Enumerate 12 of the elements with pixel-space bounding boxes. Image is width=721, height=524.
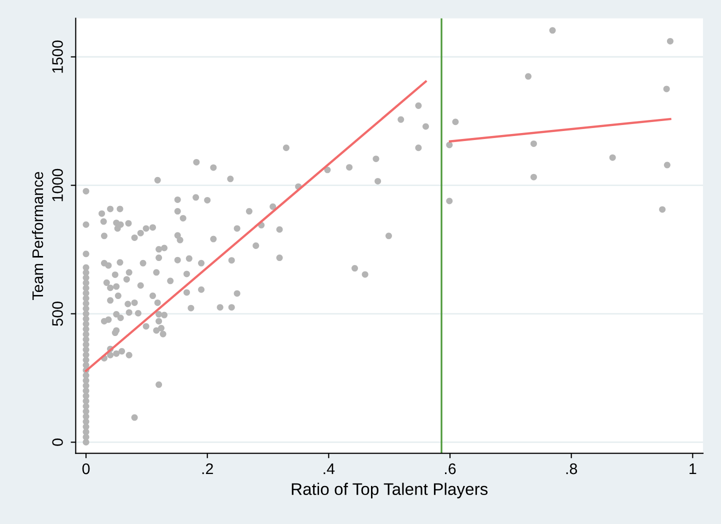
x-tick-label: .4 xyxy=(324,464,335,474)
x-axis-title: Ratio of Top Talent Players xyxy=(292,482,488,498)
x-tick-label: .8 xyxy=(566,463,578,474)
y-tick-label: 1000 xyxy=(52,168,63,202)
x-tick-label: 1 xyxy=(690,464,696,474)
y-axis-title: Team Performance xyxy=(32,172,44,300)
x-tick-label: .2 xyxy=(202,463,213,474)
y-tick-label: 500 xyxy=(52,302,63,326)
x-tick-label: .6 xyxy=(445,463,456,474)
x-tick-label: 0 xyxy=(82,463,90,474)
y-tick-label: 0 xyxy=(52,438,63,446)
y-tick-label: 1500 xyxy=(52,40,63,73)
